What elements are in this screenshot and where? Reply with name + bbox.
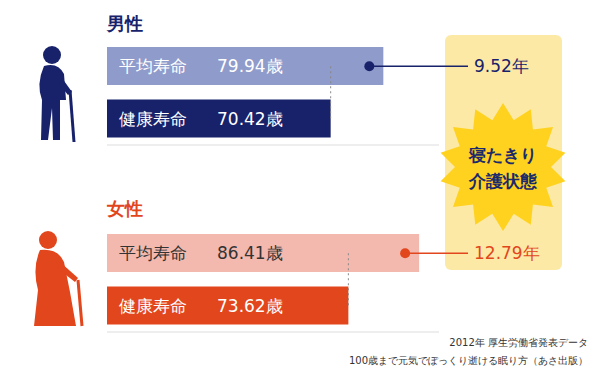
svg-text:79.94歳: 79.94歳 <box>217 56 283 76</box>
html-text:100歳まで元気でぽっくり逝ける眠り方（あさ出版）: 100歳まで元気でぽっくり逝ける眠り方（あさ出版） <box>348 355 588 366</box>
html-text:2012年 厚生労働省発表データ: 2012年 厚生労働省発表データ <box>449 337 588 348</box>
svg-text:健康寿命: 健康寿命 <box>119 296 187 316</box>
svg-text:9.52年: 9.52年 <box>474 56 529 76</box>
svg-text:70.42歳: 70.42歳 <box>217 109 283 129</box>
svg-text:86.41歳: 86.41歳 <box>217 243 283 263</box>
svg-text:健康寿命: 健康寿命 <box>119 109 187 129</box>
svg-text:平均寿命: 平均寿命 <box>119 56 187 76</box>
svg-text:12.79年: 12.79年 <box>474 243 540 263</box>
html-text:男性: 男性 <box>107 13 143 34</box>
svg-text:73.62歳: 73.62歳 <box>217 296 283 316</box>
svg-text:寝たきり: 寝たきり <box>468 145 537 165</box>
svg-text:介護状態: 介護状態 <box>468 171 538 191</box>
svg-text:平均寿命: 平均寿命 <box>119 243 187 263</box>
html-text:女性: 女性 <box>107 198 143 219</box>
